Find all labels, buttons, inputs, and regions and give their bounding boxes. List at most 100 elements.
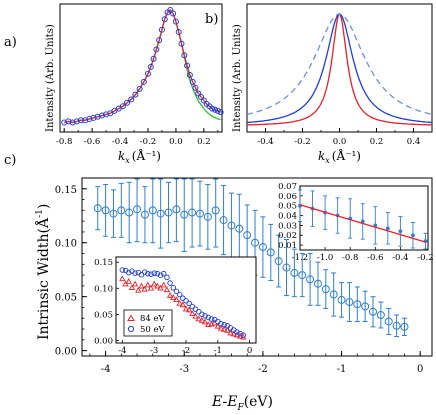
inset-left-ytick-label: 0.05 (94, 310, 113, 320)
panel-a-data-point (189, 78, 196, 85)
panel-b-plot (246, 12, 433, 126)
inset-left-point-84ev (128, 284, 136, 291)
inset-left-point-84ev (189, 310, 196, 317)
panel-a-data-point (186, 71, 193, 78)
panel-c-data-point (133, 205, 142, 214)
panel-c-data-point (337, 295, 346, 304)
panel-c-data-point (274, 257, 283, 266)
inset-right-data-point (398, 229, 403, 234)
panel-c-data-point (93, 204, 102, 213)
panel-a-data-point (178, 40, 185, 47)
inset-right-ytick-label: 0.06 (278, 192, 297, 202)
inset-left-point-84ev (131, 280, 139, 287)
panel-c-data-point (117, 206, 126, 215)
inset-right-ytick-label: 0.03 (278, 221, 297, 231)
panel-a-data-point (128, 96, 135, 103)
inset-right-xtick-label: -0.2 (417, 253, 433, 263)
panel-a-data-point (103, 111, 110, 118)
panel-c-data-point (203, 212, 212, 221)
inset-left-ytick-label: 0.15 (94, 258, 113, 268)
inset-left-point-84ev (119, 275, 126, 282)
panel-c-data-point (376, 311, 385, 320)
panel-c-ytick-label: 0.00 (55, 347, 77, 358)
inset-left-xtick-label: -1 (214, 346, 222, 356)
panel-c-data-point (251, 238, 260, 247)
panel-a-xlabel-sub: x (125, 156, 130, 165)
panel-a-data-point (124, 99, 131, 106)
inset-right-xtick-label: -0.4 (392, 253, 408, 263)
inset-left-point-84ev (147, 284, 155, 291)
inset-left-ticks: -4 -3 -2 -1 0 0.00 0.05 0.10 0.15 (94, 258, 252, 356)
panel-c-data-point (361, 302, 370, 311)
inset-left-point-84ev (144, 281, 151, 288)
panel-c-data-point (329, 290, 338, 299)
panel-c-data-point (321, 285, 330, 294)
panel-b-xtick-label: 0.4 (407, 137, 421, 147)
panel-b-xlabel-main: k (318, 149, 325, 163)
panel-c-data-point (235, 224, 244, 233)
inset-left-point-50ev (208, 316, 215, 322)
panel-c-data-point (384, 317, 393, 326)
panel-a-data-point (184, 62, 191, 69)
inset-left-point-50ev (170, 285, 177, 291)
panel-c-ylabel-main: Intrinsic Width(Å (34, 217, 52, 340)
inset-left-point-50ev (167, 280, 173, 286)
inset-left-point-84ev (186, 306, 193, 313)
inset-left-point-84ev (176, 299, 183, 306)
panel-a-data-point (86, 116, 93, 123)
panel-a-data-point (77, 117, 84, 124)
inset-left-point-84ev (224, 326, 231, 333)
inset-right-ticks: -1.2 -1.0 -0.8 -0.6 -0.4 -0.2 0.010.020.030.04… (278, 182, 434, 263)
inset-left-point-50ev (218, 320, 224, 327)
panel-a-data-point (119, 103, 126, 110)
inset-right-ytick-label: 0.07 (278, 182, 297, 192)
inset-left-point-84ev (157, 284, 164, 291)
panel-label-c: c) (4, 153, 16, 168)
panel-b-xtick-label: -0.4 (257, 137, 273, 147)
inset-left-point-84ev (154, 282, 161, 289)
inset-left-point-50ev (202, 313, 208, 319)
inset-left-point-84ev (198, 317, 206, 323)
panel-a-data-point (175, 29, 182, 36)
inset-left-point-84ev (201, 318, 209, 325)
panel-c-data-point (258, 243, 267, 252)
inset-right-ytick-label: 0.01 (278, 241, 297, 251)
panel-c-data-point (180, 210, 189, 219)
inset-left-point-50ev (119, 267, 126, 273)
panel-c-data-point (369, 307, 378, 316)
panel-b-ylabel: Intensity (Arb. Units) (232, 24, 243, 132)
panel-a-data-point (94, 113, 101, 120)
panel-b-series-2 (246, 13, 433, 116)
panel-a-data-point (192, 84, 199, 91)
inset-left-point-50ev (199, 311, 205, 318)
inset-left-point-50ev (183, 298, 189, 304)
inset-right-data-point (411, 233, 415, 238)
panel-a-xtick-label: -0.8 (56, 137, 72, 147)
panel-a-data-point (147, 63, 154, 70)
panel-a-data-point (172, 18, 179, 25)
panel-a-frame (59, 3, 223, 133)
inset-left-point-50ev (164, 274, 170, 281)
panel-c-data-point (219, 216, 228, 225)
panel-c-xtick-label: -4 (101, 364, 111, 375)
panel-c-plot (93, 178, 409, 338)
panel-a-plot (61, 7, 224, 126)
inset-left-point-50ev (221, 322, 227, 328)
panel-a-data-point (136, 85, 143, 92)
panel-a: Intensity (Arb. Units) -0.8 -0.6 -0.4 -0.2 0… (45, 3, 224, 165)
panel-a-xtick-label: 0.0 (169, 137, 183, 147)
panel-a-data-point (90, 114, 97, 121)
inset-left-point-84ev (138, 282, 145, 289)
inset-left-point-84ev (163, 286, 171, 293)
panel-a-xlabel: kx (Å⁻¹) (118, 148, 161, 165)
inset-right-data-point (385, 226, 390, 231)
panel-a-data-point (82, 117, 89, 124)
panel-c-data-point (195, 209, 204, 218)
inset-left-point-84ev (195, 315, 202, 322)
inset-left-xtick-label: 0 (247, 346, 252, 356)
panel-a-data-point (209, 105, 216, 112)
panel-a-data-point (170, 10, 177, 17)
panel-b-frame (246, 3, 433, 133)
inset-left-point-50ev (195, 308, 202, 315)
panel-a-data-point (212, 106, 219, 113)
